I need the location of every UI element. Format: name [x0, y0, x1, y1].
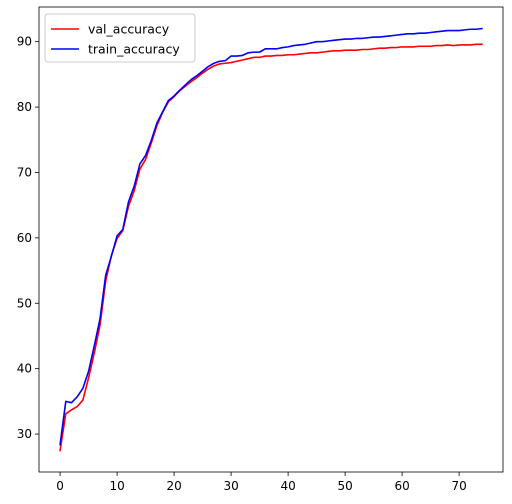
series-line-val-accuracy — [59, 43, 483, 452]
y-tick-label: 90 — [17, 35, 32, 49]
y-tick-label: 40 — [17, 362, 32, 376]
x-tick-label: 60 — [394, 479, 409, 493]
x-axis: 0 10 20 30 40 50 60 70 — [56, 472, 467, 493]
y-tick-label: 30 — [17, 427, 32, 441]
axes-frame — [38, 6, 504, 473]
x-tick-label: 50 — [337, 479, 352, 493]
legend-label-val-accuracy: val_accuracy — [88, 22, 170, 37]
x-tick-label: 10 — [109, 479, 124, 493]
x-tick-label: 40 — [280, 479, 295, 493]
y-tick-label: 60 — [17, 231, 32, 245]
x-tick-label: 20 — [166, 479, 181, 493]
y-tick-label: 80 — [17, 100, 32, 114]
plot-lines — [59, 27, 483, 452]
x-tick-label: 70 — [451, 479, 466, 493]
y-tick-label: 50 — [17, 296, 32, 310]
x-tick-label: 0 — [56, 479, 64, 493]
legend: val_accuracy train_accuracy — [44, 13, 196, 63]
x-tick-label: 30 — [223, 479, 238, 493]
legend-label-train-accuracy: train_accuracy — [88, 42, 180, 57]
legend-box — [44, 13, 196, 63]
y-axis: 30 40 50 60 70 80 90 — [17, 35, 39, 441]
series-line-train-accuracy — [59, 27, 483, 446]
y-tick-label: 70 — [17, 165, 32, 179]
